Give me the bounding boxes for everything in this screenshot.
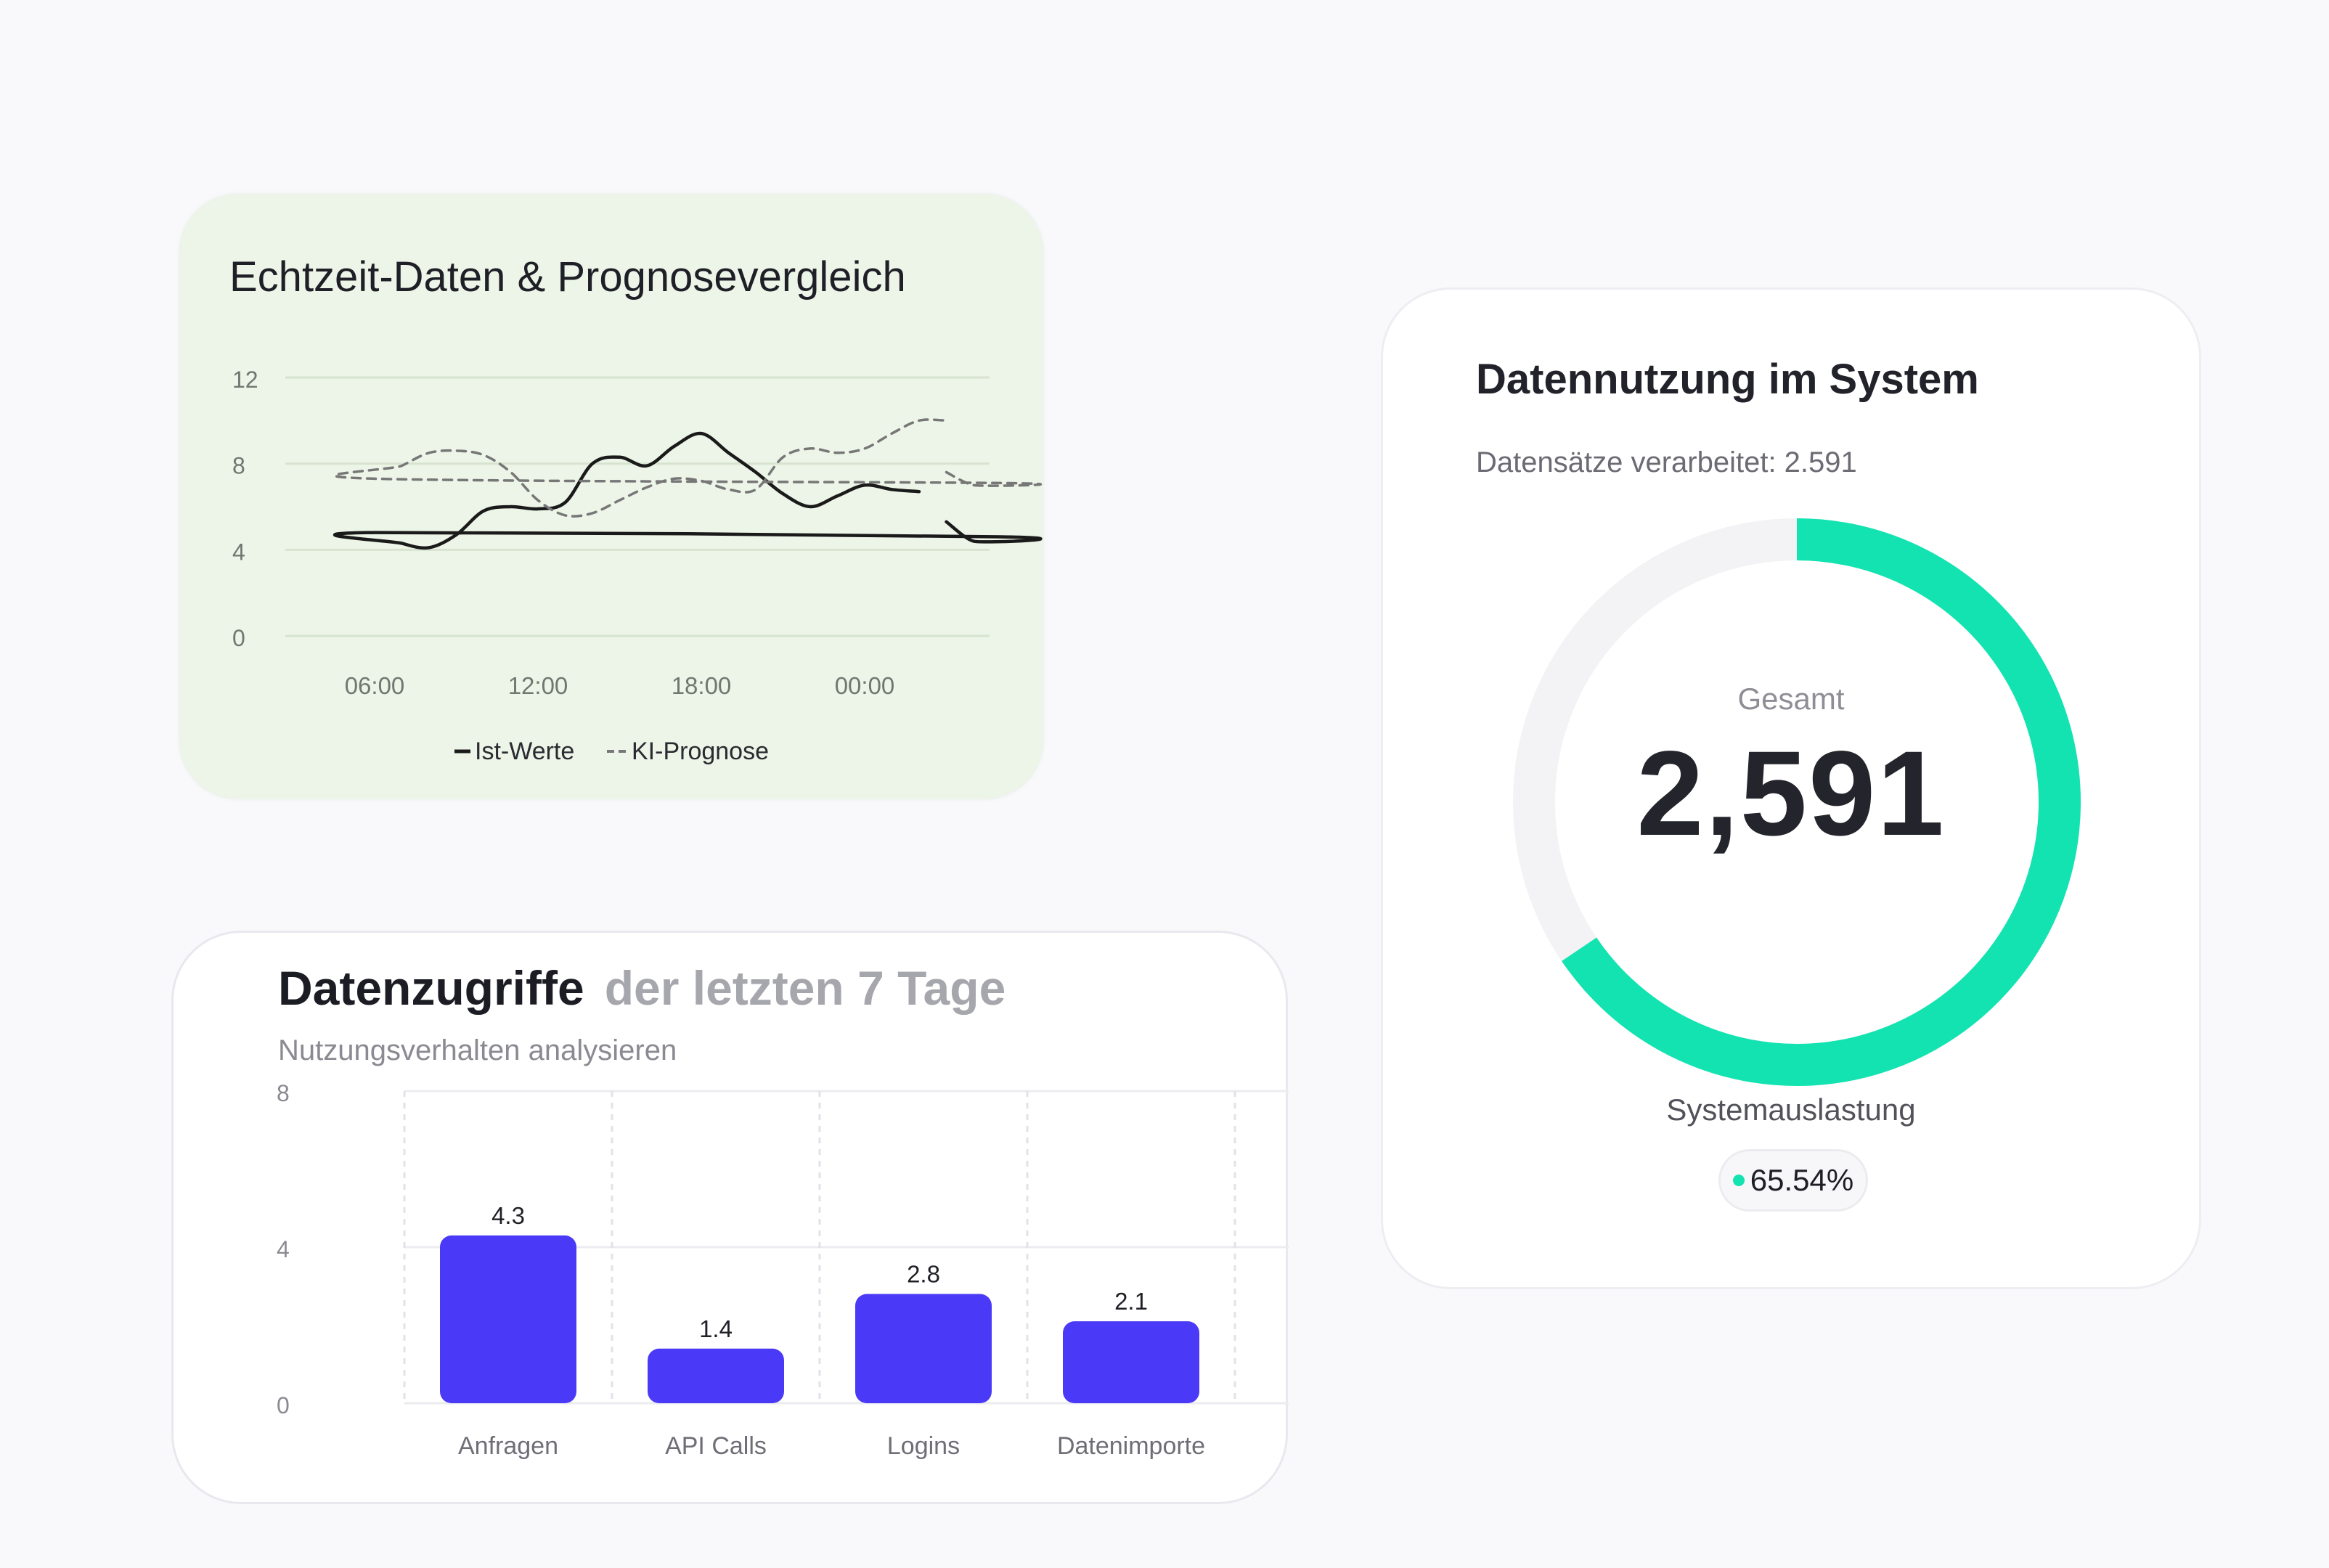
utilization-gauge xyxy=(1513,518,2081,1086)
y-tick-label: 4 xyxy=(277,1236,290,1262)
bar xyxy=(1063,1321,1199,1403)
status-dot-icon xyxy=(1732,1175,1745,1186)
x-category-label: Logins xyxy=(887,1432,960,1460)
y-tick-label: 8 xyxy=(277,1080,290,1106)
bar-value-label: 4.3 xyxy=(492,1202,525,1229)
records-processed-text: Datensätze verarbeitet: 2.591 xyxy=(1476,446,1857,478)
bar xyxy=(648,1348,784,1403)
access-title-main: Datenzugriffe xyxy=(278,961,584,1015)
x-tick-label: 12:00 xyxy=(508,672,568,699)
y-tick-label: 12 xyxy=(232,367,258,393)
utilization-label: Systemauslastung xyxy=(1666,1093,1916,1127)
bar xyxy=(855,1294,992,1403)
x-tick-label: 00:00 xyxy=(835,672,895,699)
y-tick-label: 8 xyxy=(232,453,245,479)
access-card-subtitle: Nutzungsverhalten analysieren xyxy=(278,1034,677,1066)
access-title-period: der letzten 7 Tage xyxy=(604,961,1006,1015)
y-tick-label: 4 xyxy=(232,539,245,565)
access-bar-chart: 8 4 0 4.3 Anfragen 1.4 API Calls 2.8 Logins 2.1 Da… xyxy=(277,1080,1289,1460)
x-tick-label: 06:00 xyxy=(345,672,405,699)
x-category-label: API Calls xyxy=(665,1432,767,1460)
legend-forecast-label: KI-Prognose xyxy=(632,738,769,765)
y-tick-label: 0 xyxy=(232,625,245,651)
x-category-label: Datenimporte xyxy=(1057,1432,1205,1460)
utilization-value: 65.54% xyxy=(1750,1163,1854,1197)
bar-value-label: 1.4 xyxy=(699,1315,733,1342)
forecast-card-title: Echtzeit-Daten & Prognosevergleich xyxy=(229,253,906,301)
access-card-title: Datenzugriffe der letzten 7 Tage xyxy=(278,960,1006,1016)
y-tick-label: 0 xyxy=(277,1392,290,1418)
bar-value-label: 2.1 xyxy=(1114,1288,1148,1315)
bar xyxy=(440,1235,576,1403)
gauge-fill-arc xyxy=(1562,518,2081,1086)
forecast-card: Echtzeit-Daten & Prognosevergleich 12 8 4 0… xyxy=(180,195,1043,799)
bar-value-label: 2.8 xyxy=(907,1261,940,1288)
forecast-series-line xyxy=(333,418,1043,518)
legend-actual-label: Ist-Werte xyxy=(475,738,574,765)
forecast-line-chart: 12 8 4 0 06:00 12:00 18:00 00:00 Ist-Werte KI-Pro… xyxy=(232,367,1043,765)
x-tick-label: 18:00 xyxy=(672,672,732,699)
usage-card-title: Datennutzung im System xyxy=(1476,356,1979,403)
access-card: Datenzugriffe der letzten 7 Tage Nutzungs… xyxy=(171,931,1289,1504)
gauge-total-label: Gesamt xyxy=(1737,682,1845,716)
utilization-badge: 65.54% xyxy=(1718,1149,1868,1212)
gauge-total-value: 2,591 xyxy=(1636,727,1946,861)
usage-card: Datennutzung im System Datensätze verarb… xyxy=(1381,287,2201,1289)
x-category-label: Anfragen xyxy=(458,1432,558,1460)
